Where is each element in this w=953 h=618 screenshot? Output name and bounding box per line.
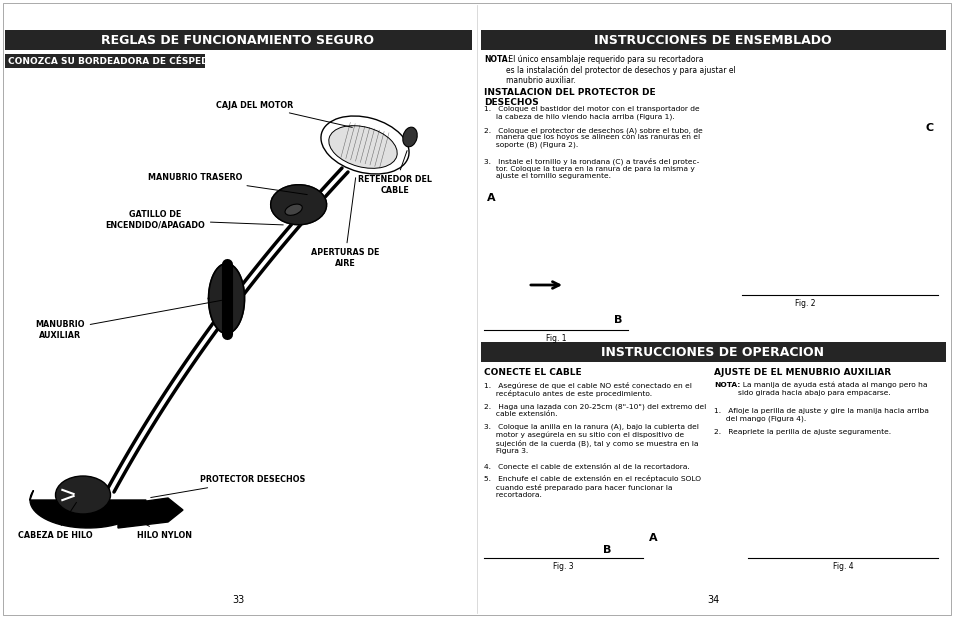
Text: INSTRUCCIONES DE ENSEMBLADO: INSTRUCCIONES DE ENSEMBLADO xyxy=(594,33,831,46)
Text: HILO NYLON: HILO NYLON xyxy=(122,511,193,540)
Text: 2.   Reapriete la perilla de ajuste seguramente.: 2. Reapriete la perilla de ajuste segura… xyxy=(713,429,890,435)
Text: 4.   Conecte el cable de extensión al de la recortadora.: 4. Conecte el cable de extensión al de l… xyxy=(483,464,689,470)
Text: CABEZA DE HILO: CABEZA DE HILO xyxy=(18,502,92,540)
Bar xyxy=(5,54,205,68)
Text: El único ensamblaje requerido para su recortadora
es la instalación del protecto: El único ensamblaje requerido para su re… xyxy=(505,55,735,85)
Text: 1.   Asegúrese de que el cable NO esté conectado en el
     recéptaculo antes de: 1. Asegúrese de que el cable NO esté con… xyxy=(483,382,691,397)
Text: CONECTE EL CABLE: CONECTE EL CABLE xyxy=(483,368,581,377)
Ellipse shape xyxy=(402,127,416,147)
Ellipse shape xyxy=(320,116,409,174)
Text: 5.   Enchufe el cable de extensión en el recéptaculo SOLO
     cuando esté prepa: 5. Enchufe el cable de extensión en el r… xyxy=(483,475,700,497)
Text: B: B xyxy=(602,545,611,555)
Ellipse shape xyxy=(285,204,302,215)
Text: 1.   Coloque el bastidor del motor con el transportador de
     la cabeza de hil: 1. Coloque el bastidor del motor con el … xyxy=(483,106,699,119)
Text: Fig. 3: Fig. 3 xyxy=(552,562,573,571)
Polygon shape xyxy=(209,263,244,334)
Text: PROTECTOR DESECHOS: PROTECTOR DESECHOS xyxy=(151,475,305,497)
Text: A: A xyxy=(648,533,657,543)
Text: NOTA:: NOTA: xyxy=(483,55,511,64)
Text: B: B xyxy=(613,315,621,325)
Ellipse shape xyxy=(329,125,396,168)
Bar xyxy=(480,342,945,362)
Text: GATILLO DE
ENCENDIDO/APAGADO: GATILLO DE ENCENDIDO/APAGADO xyxy=(105,210,283,230)
Text: 34: 34 xyxy=(706,595,719,605)
Text: 3.   Instale el tornillo y la rondana (C) a través del protec-
     tor. Coloque: 3. Instale el tornillo y la rondana (C) … xyxy=(483,158,699,179)
Text: CONOZCA SU BORDEADORA DE CÉSPED: CONOZCA SU BORDEADORA DE CÉSPED xyxy=(8,56,209,66)
Text: 2.   Haga una lazada con 20-25cm (8"-10") del extremo del
     cable extensión.: 2. Haga una lazada con 20-25cm (8"-10") … xyxy=(483,403,705,417)
Text: Fig. 1: Fig. 1 xyxy=(545,334,566,343)
Text: La manija de ayuda está atada al mango pero ha
sido girada hacia abajo para empa: La manija de ayuda está atada al mango p… xyxy=(738,382,926,396)
Text: 2.   Coloque el protector de desechos (A) sobre el tubo, de
     manera que los : 2. Coloque el protector de desechos (A) … xyxy=(483,127,702,148)
Polygon shape xyxy=(118,498,183,528)
Text: INSTALACION DEL PROTECTOR DE
DESECHOS: INSTALACION DEL PROTECTOR DE DESECHOS xyxy=(483,88,655,108)
Bar xyxy=(5,30,472,50)
Text: A: A xyxy=(486,193,496,203)
Polygon shape xyxy=(271,185,326,225)
Text: AJUSTE DE EL MENUBRIO AUXILIAR: AJUSTE DE EL MENUBRIO AUXILIAR xyxy=(713,368,890,377)
Text: 3.   Coloque la anilla en la ranura (A), bajo la cubierta del
     motor y asegú: 3. Coloque la anilla en la ranura (A), b… xyxy=(483,424,699,454)
Bar xyxy=(480,30,945,50)
Text: CAJA DEL MOTOR: CAJA DEL MOTOR xyxy=(216,101,352,127)
Polygon shape xyxy=(30,491,146,528)
Text: 1.   Afloje la perilla de ajuste y gire la manija hacia arriba
     del mango (F: 1. Afloje la perilla de ajuste y gire la… xyxy=(713,408,928,421)
Text: INSTRUCCIONES DE OPERACION: INSTRUCCIONES DE OPERACION xyxy=(601,345,823,358)
Text: RETENEDOR DEL
CABLE: RETENEDOR DEL CABLE xyxy=(357,151,432,195)
Text: Fig. 4: Fig. 4 xyxy=(832,562,852,571)
Text: REGLAS DE FUNCIONAMIENTO SEGURO: REGLAS DE FUNCIONAMIENTO SEGURO xyxy=(101,33,375,46)
Text: MANUBRIO TRASERO: MANUBRIO TRASERO xyxy=(148,174,307,195)
Text: C: C xyxy=(925,123,933,133)
Text: NOTA:: NOTA: xyxy=(713,382,740,388)
Text: 33: 33 xyxy=(232,595,244,605)
Text: Fig. 2: Fig. 2 xyxy=(794,299,815,308)
Text: APERTURAS DE
AIRE: APERTURAS DE AIRE xyxy=(311,178,378,268)
Ellipse shape xyxy=(55,476,111,514)
Text: MANUBRIO
AUXILIAR: MANUBRIO AUXILIAR xyxy=(35,299,229,340)
